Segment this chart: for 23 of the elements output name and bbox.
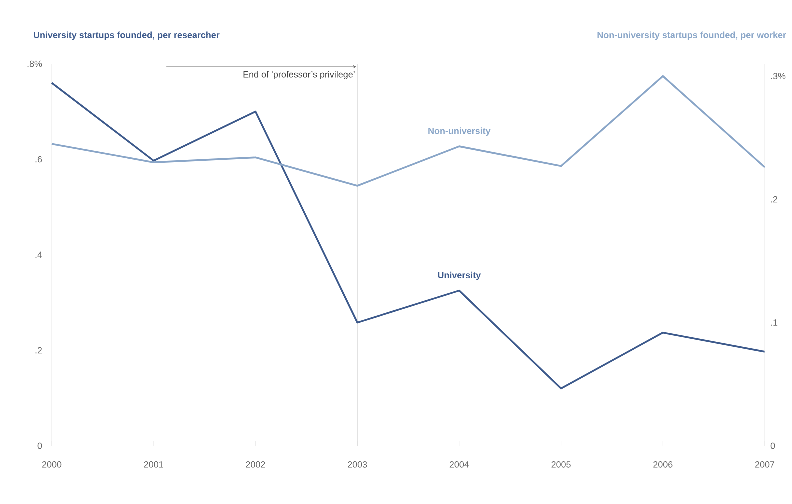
y2-tick-label: 0 (770, 442, 776, 450)
x-tick-label: 2006 (654, 462, 673, 468)
x-tick-label: 2004 (450, 462, 470, 468)
x-tick-label: 2002 (246, 462, 266, 468)
y2-tick-label: .3% (771, 73, 786, 80)
x-tick-label: 2005 (552, 462, 571, 468)
series-label: Non-university (428, 128, 491, 136)
y-tick-label: .4 (36, 252, 42, 258)
y-tick-label: .8% (28, 60, 42, 68)
y-tick-label: 0 (38, 442, 42, 450)
ref-line-label: End of ‘professor’s privilege’ (244, 71, 355, 80)
y-axis-title: University startups founded, per researcher (34, 32, 220, 40)
series-label: University (438, 272, 482, 280)
y-tick-label: .6 (36, 156, 42, 163)
line-series (51, 82, 766, 390)
y2-tick-label: .1 (771, 320, 778, 326)
x-tick-label: 2000 (42, 462, 62, 468)
y2-axis-title: Non-university startups founded, per worker (598, 32, 786, 40)
y2-tick-label: .2 (771, 196, 778, 203)
y-tick-label: .2 (36, 347, 42, 354)
x-tick-label: 2007 (755, 462, 775, 468)
x-tick-label: 2001 (144, 462, 164, 468)
x-tick-label: 2003 (348, 462, 368, 468)
